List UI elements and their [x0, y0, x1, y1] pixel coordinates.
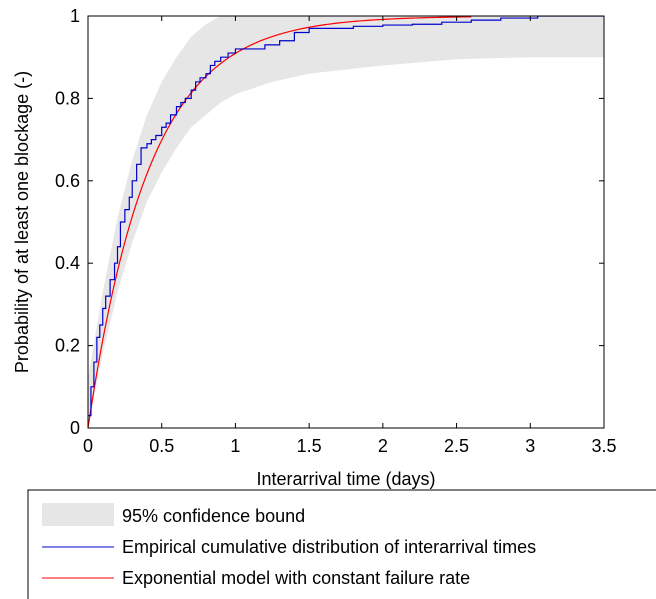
- confidence-band-area: [88, 16, 604, 428]
- y-tick-label: 0: [70, 418, 80, 438]
- x-tick-label: 1: [230, 436, 240, 456]
- x-tick-label: 0.5: [149, 436, 174, 456]
- y-tick-label: 0.4: [55, 253, 80, 273]
- y-tick-label: 1: [70, 6, 80, 26]
- y-tick-label: 0.6: [55, 171, 80, 191]
- y-tick-label: 0.2: [55, 336, 80, 356]
- legend-swatch-confidence-band: [42, 503, 114, 526]
- legend-label-empirical: Empirical cumulative distribution of int…: [122, 537, 536, 557]
- y-tick-label: 0.8: [55, 88, 80, 108]
- x-tick-label: 1.5: [297, 436, 322, 456]
- exponential-model-line: [88, 16, 472, 428]
- legend-box: [27, 489, 656, 599]
- legend-label-exponential: Exponential model with constant failure …: [122, 568, 470, 588]
- legend-label-confidence-band: 95% confidence bound: [122, 506, 305, 526]
- y-axis-title: Probability of at least one blockage (-): [12, 71, 32, 373]
- plot-frame: [87, 15, 605, 429]
- x-tick-label: 2.5: [444, 436, 469, 456]
- x-axis-title: Interarrival time (days): [256, 469, 435, 489]
- x-tick-label: 3: [525, 436, 535, 456]
- x-tick-label: 0: [83, 436, 93, 456]
- x-tick-label: 2: [378, 436, 388, 456]
- empirical-cdf-line: [88, 16, 604, 417]
- legend: 95% confidence bound Empirical cumulativ…: [27, 489, 656, 599]
- x-tick-label: 3.5: [591, 436, 616, 456]
